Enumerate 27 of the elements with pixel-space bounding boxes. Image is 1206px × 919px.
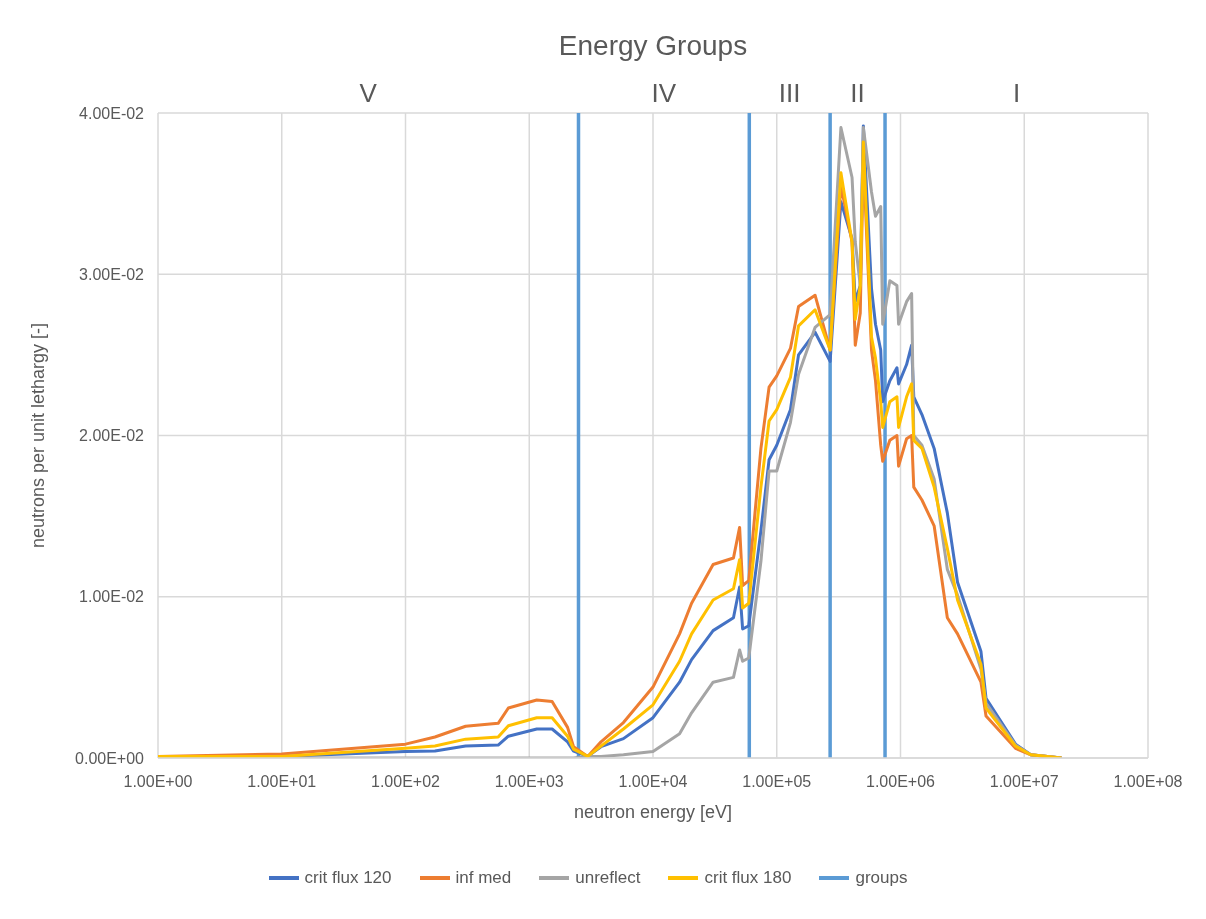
y-tick-label: 1.00E-02 — [79, 588, 145, 606]
x-tick-label: 1.00E+01 — [247, 773, 317, 791]
y-tick-label: 2.00E-02 — [79, 427, 145, 445]
legend-label: unreflect — [575, 868, 641, 888]
x-tick-label: 1.00E+02 — [371, 773, 441, 791]
x-axis-title: neutron energy [eV] — [573, 802, 733, 822]
x-tick-label: 1.00E+07 — [989, 773, 1059, 791]
text: V — [359, 78, 377, 109]
legend-label: groups — [855, 868, 908, 888]
x-tick-label: 1.00E+03 — [494, 773, 564, 791]
text: I — [1012, 78, 1021, 109]
legend-label: crit flux 120 — [304, 868, 392, 888]
text: IV — [651, 78, 677, 109]
legend-label: inf med — [455, 868, 512, 888]
text: Energy Groups — [558, 30, 748, 62]
x-tick-label: 1.00E+08 — [1113, 773, 1183, 791]
y-tick-label: 3.00E-02 — [79, 265, 145, 283]
text: III — [778, 78, 801, 109]
y-tick-label: 4.00E-02 — [79, 104, 145, 122]
x-tick-label: 1.00E+04 — [618, 773, 688, 791]
x-tick-label: 1.00E+06 — [866, 773, 936, 791]
x-tick-label: 1.00E+00 — [123, 773, 193, 791]
text: II — [850, 78, 865, 109]
y-axis-title: neutrons per unit lethargy [-] — [28, 322, 49, 549]
x-tick-label: 1.00E+05 — [742, 773, 812, 791]
legend-label: crit flux 180 — [704, 868, 792, 888]
y-tick-label: 0.00E+00 — [75, 749, 145, 767]
